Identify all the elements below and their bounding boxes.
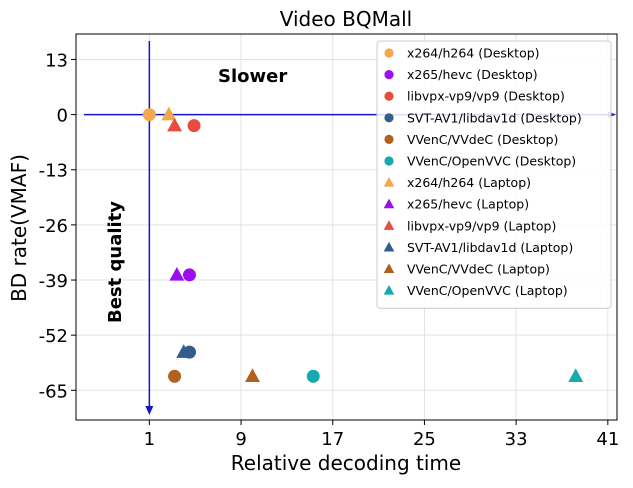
legend-label: SVT-AV1/libdav1d (Laptop)	[407, 240, 573, 255]
legend-marker	[384, 134, 394, 144]
data-point	[182, 268, 196, 282]
data-point	[245, 368, 260, 383]
legend-marker	[383, 198, 395, 209]
legend-label: x265/hevc (Desktop)	[407, 67, 538, 82]
legend-label: VVenC/VVdeC (Laptop)	[407, 262, 550, 277]
y-tick-label: 13	[45, 50, 68, 71]
legend-marker	[383, 220, 395, 230]
annotation-slower: Slower	[218, 66, 287, 87]
legend-marker	[384, 70, 394, 80]
x-tick-label: 9	[235, 429, 246, 450]
y-axis-label: BD rate(VMAF)	[7, 154, 31, 302]
legend-label: x264/h264 (Desktop)	[407, 46, 540, 61]
legend-marker	[384, 113, 394, 123]
y-tick-label: -65	[39, 381, 68, 402]
data-point	[168, 369, 182, 383]
x-tick-label: 1	[144, 429, 155, 450]
plot-frame	[75, 33, 618, 421]
chart-title: Video BQMall	[280, 7, 412, 31]
legend-box	[376, 40, 612, 309]
y-tick-label: 0	[57, 106, 68, 127]
x-tick-label: 33	[505, 429, 528, 450]
x-tick-label: 25	[413, 429, 436, 450]
legend-label: libvpx-vp9/vp9 (Desktop)	[407, 89, 565, 104]
data-point	[169, 267, 185, 281]
legend-marker	[383, 263, 395, 274]
data-point	[142, 108, 156, 122]
legend-label: libvpx-vp9/vp9 (Laptop)	[407, 218, 556, 233]
legend-label: x264/h264 (Laptop)	[407, 175, 531, 190]
y-tick-label: -13	[39, 161, 68, 182]
legend-marker	[384, 156, 394, 166]
y-tick-label: -26	[39, 216, 68, 237]
legend-label: x265/hevc (Laptop)	[407, 197, 529, 212]
legend-marker	[384, 91, 394, 101]
axis-ticks: 1 9 17 25 33 41 13 0 -13 -26 -39 -52 -65	[39, 50, 620, 450]
legend-label: VVenC/VVdeC (Desktop)	[407, 132, 558, 147]
legend-label: VVenC/OpenVVC (Desktop)	[407, 154, 576, 169]
vertical-arrowhead	[145, 406, 154, 415]
legend-marker	[383, 284, 395, 295]
x-tick-label: 17	[321, 429, 344, 450]
legend-label: VVenC/OpenVVC (Laptop)	[407, 283, 568, 298]
data-point	[161, 106, 177, 121]
x-axis-label: Relative decoding time	[231, 451, 461, 475]
legend-marker	[384, 48, 394, 58]
annotation-best-quality: Best quality	[105, 201, 126, 323]
x-tick-label: 41	[596, 429, 619, 450]
data-points	[142, 106, 584, 383]
data-point	[167, 117, 183, 132]
legend-label: SVT-AV1/libdav1d (Desktop)	[407, 110, 582, 125]
y-tick-label: -39	[39, 271, 68, 292]
data-point	[568, 368, 584, 383]
legend: x264/h264 (Desktop) x265/hevc (Desktop) li…	[376, 40, 612, 309]
legend-marker	[383, 241, 395, 252]
data-point	[306, 369, 320, 383]
legend-marker	[383, 176, 395, 187]
y-tick-label: -52	[39, 326, 68, 347]
data-point	[176, 344, 192, 358]
data-point	[187, 119, 201, 133]
